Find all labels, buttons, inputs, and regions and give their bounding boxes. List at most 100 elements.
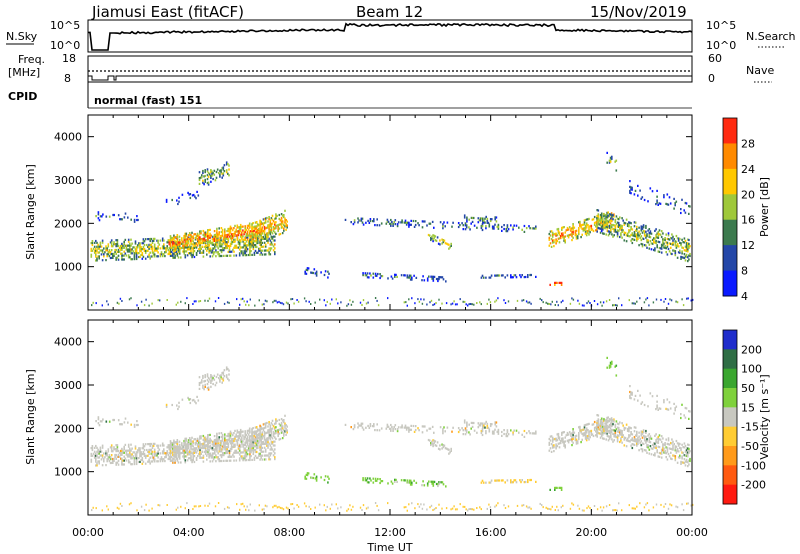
velocity-cell [259, 438, 261, 441]
velocity-cell [207, 388, 210, 391]
power-cell [216, 241, 218, 244]
colorbar-tick-label: 28 [741, 137, 755, 150]
power-cell [628, 299, 630, 302]
power-cell [417, 298, 419, 301]
power-cell [93, 245, 96, 248]
power-cell [291, 298, 294, 300]
power-cell [254, 231, 257, 234]
power-cell [266, 249, 268, 252]
velocity-cell [197, 399, 200, 402]
velocity-cell [276, 429, 278, 432]
velocity-cell [188, 437, 191, 440]
power-cell [664, 239, 666, 242]
velocity-cell [600, 417, 603, 420]
power-cell [203, 183, 205, 186]
velocity-cell [263, 431, 266, 434]
velocity-cell [628, 434, 630, 437]
velocity-cell [238, 447, 241, 450]
velocity-cell [170, 459, 173, 462]
power-cell [407, 276, 410, 279]
power-cell [259, 219, 261, 222]
power-cell [628, 223, 630, 226]
power-cell [220, 245, 223, 248]
power-cell [362, 274, 364, 277]
power-cell [147, 245, 149, 248]
velocity-cell [187, 445, 190, 448]
velocity-cell [178, 457, 181, 460]
velocity-cell [98, 424, 101, 427]
power-cell [689, 205, 691, 208]
power-cell [173, 256, 175, 259]
power-cell [253, 225, 256, 228]
velocity-cell [658, 446, 661, 449]
power-cell [95, 255, 97, 258]
power-cell [247, 242, 250, 245]
power-cell [129, 250, 131, 253]
velocity-cell [184, 449, 187, 452]
velocity-cell [246, 453, 249, 456]
power-cell [142, 238, 145, 241]
power-cell [220, 171, 222, 174]
velocity-cell [225, 439, 227, 442]
velocity-cell [138, 457, 140, 460]
power-cell [658, 250, 661, 253]
velocity-cell [682, 451, 684, 454]
power-cell [118, 246, 121, 249]
velocity-cell [675, 449, 678, 452]
power-cell [596, 303, 599, 306]
power-cell [498, 274, 501, 277]
power-cell [270, 228, 273, 231]
power-cell [297, 300, 300, 303]
power-cell [165, 200, 168, 203]
velocity-cell [142, 443, 145, 446]
power-cell [203, 235, 206, 238]
velocity-cell [174, 445, 176, 448]
velocity-cell [486, 422, 489, 425]
power-cell [586, 302, 588, 305]
power-cell [626, 234, 629, 237]
velocity-cell [241, 436, 243, 439]
power-cell [501, 229, 503, 232]
velocity-cell [234, 449, 236, 452]
power-cell [249, 243, 251, 246]
power-cell [224, 228, 226, 231]
power-cell [435, 302, 437, 304]
power-cell [268, 231, 270, 234]
velocity-cell [274, 458, 276, 461]
power-cell [90, 247, 93, 250]
velocity-cell [528, 430, 530, 433]
velocity-cell [548, 449, 551, 452]
power-cell [185, 244, 188, 247]
power-cell [457, 225, 460, 229]
power-cell [165, 247, 167, 250]
power-cell [233, 227, 235, 230]
power-cell [673, 249, 675, 252]
velocity-cell [237, 435, 240, 438]
power-cell [640, 229, 643, 232]
power-cell [226, 243, 228, 246]
power-cell [110, 241, 113, 244]
velocity-cell [432, 482, 435, 485]
power-cell [525, 300, 528, 303]
power-cell [602, 228, 604, 231]
power-cell [689, 252, 691, 256]
velocity-cell [243, 436, 245, 439]
velocity-cell [403, 479, 405, 482]
power-cell [261, 237, 264, 241]
velocity-cell [599, 422, 602, 426]
velocity-cell [281, 425, 284, 428]
power-cell [115, 245, 117, 248]
power-cell [432, 279, 435, 282]
power-cell [234, 240, 236, 243]
velocity-cell [521, 479, 523, 482]
power-cell [249, 241, 251, 244]
velocity-cell [217, 442, 219, 445]
power-cell [199, 251, 201, 254]
power-cell [119, 218, 121, 221]
power-cell [157, 245, 159, 248]
velocity-cell [634, 434, 637, 437]
power-cell [660, 247, 663, 250]
power-cell [637, 237, 639, 241]
power-cell [285, 219, 287, 222]
